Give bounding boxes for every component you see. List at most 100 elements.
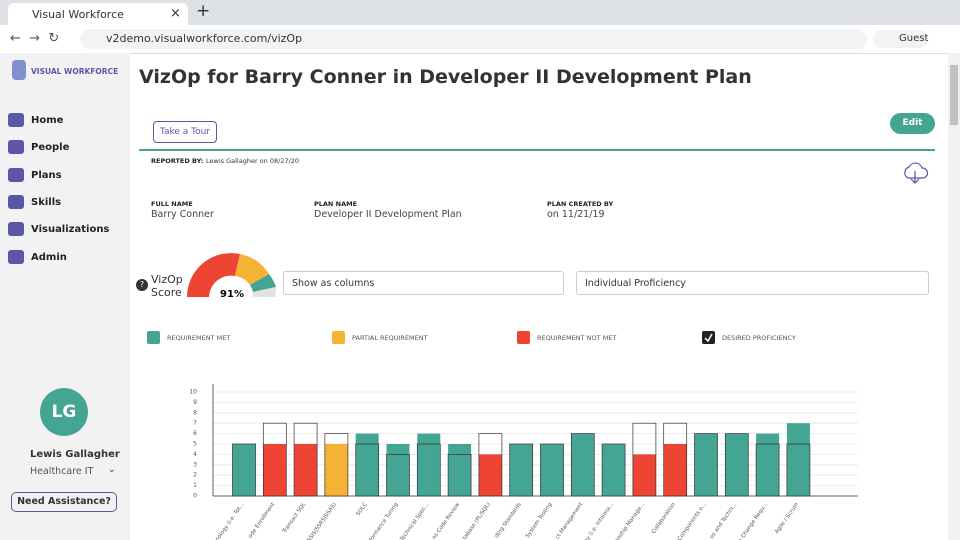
desired-outline (262, 422, 287, 497)
legend-swatch (702, 331, 715, 344)
y-tick-label: 8 (193, 409, 197, 416)
measure-value: Individual Proficiency (585, 278, 686, 289)
desired-outline (447, 454, 472, 497)
help-button[interactable]: Need Assistance? (11, 492, 117, 512)
bar (417, 433, 441, 496)
legend-swatch (517, 331, 530, 344)
nav-icon (8, 167, 24, 182)
y-tick-label: 2 (193, 472, 197, 479)
detail-label: PLAN NAME (314, 200, 358, 208)
legend-check (704, 333, 713, 343)
dept-caret[interactable]: ⌄ (108, 465, 116, 475)
x-tick-label: Technical Spec... (399, 502, 431, 540)
nav-item[interactable]: Visualizations (31, 224, 110, 236)
desired-outline (570, 433, 595, 497)
user-name: Lewis Gallagher (30, 449, 120, 460)
profile: Guest (899, 33, 929, 44)
desired-outline (601, 443, 626, 497)
tour-button[interactable]: Take a Tour (153, 121, 217, 143)
x-tick-label: Transact SQL (281, 501, 308, 535)
divider (139, 149, 935, 151)
bar (386, 444, 410, 496)
nav-icon (8, 140, 24, 155)
scroll-thumb[interactable] (950, 65, 958, 125)
gauge-arc (253, 287, 277, 297)
desired-outline (324, 433, 349, 497)
legend-swatch (332, 331, 345, 344)
desired-outline (632, 422, 657, 497)
reported-by: Lewis Gallagher on 08/27/20 (206, 157, 300, 165)
gauge-arc (250, 274, 276, 292)
bar (263, 444, 287, 496)
gauge: 91% (187, 253, 277, 300)
desired-outline (293, 422, 318, 497)
nav-item[interactable]: Skills (31, 196, 62, 208)
nav-item[interactable]: Home (31, 115, 64, 126)
profile-button[interactable]: Guest (873, 30, 928, 48)
desired-outline (232, 443, 256, 497)
bar (294, 444, 318, 496)
y-tick-label: 0 (193, 493, 197, 500)
bar (355, 433, 379, 496)
desired-outline (478, 433, 503, 497)
detail-value: Barry Conner (151, 209, 214, 220)
nav-item[interactable]: Admin (31, 251, 67, 263)
bar (756, 433, 780, 496)
x-tick-label: ode Enrollment (247, 501, 276, 539)
bar (509, 444, 533, 496)
logo: VISUAL WORKFORCE (31, 67, 119, 76)
desired-outline (355, 443, 380, 497)
legend-swatch (147, 331, 160, 344)
url: v2demo.visualworkforce.com/vizOp (106, 32, 303, 45)
desired-outline (540, 443, 564, 497)
nav-item[interactable]: Plans (31, 169, 62, 181)
desired-outline (663, 422, 688, 497)
nav-icon (8, 113, 24, 127)
nav-icon (8, 222, 24, 237)
edit-button[interactable]: Edit (890, 113, 935, 134)
view-select[interactable]: Show as columns (283, 271, 564, 295)
y-tick-label: 3 (193, 461, 197, 468)
help-text: Need Assistance? (17, 496, 111, 507)
tab-close[interactable]: × (170, 6, 181, 21)
bar (786, 423, 810, 496)
bar (571, 433, 595, 496)
y-tick-label: 7 (193, 420, 197, 427)
desired-outline (786, 443, 811, 497)
desired-outline (724, 433, 749, 497)
nav-buttons[interactable]: ← → ↻ (10, 31, 60, 46)
x-tick-label: SDLC (356, 502, 369, 518)
legend-label: DESIRED PROFICIENCY (722, 334, 796, 342)
department[interactable]: Healthcare IT (30, 466, 94, 477)
y-tick-label: 10 (189, 389, 197, 396)
nav-item[interactable]: People (31, 142, 70, 154)
x-tick-label: ct Management (555, 501, 585, 540)
logo-icon (12, 60, 26, 80)
x-tick-label: ns Code Review (431, 501, 461, 540)
x-tick-label: Agile / Scrum (774, 502, 800, 535)
x-tick-label: Collaboration (651, 501, 677, 535)
x-tick-label: ding Standards (494, 502, 523, 540)
x-tick-label: onship Manage... (614, 502, 646, 540)
measure-select[interactable]: Individual Proficiency (576, 271, 929, 295)
bar (602, 444, 626, 496)
url-field[interactable]: v2demo.visualworkforce.com/vizOp (80, 29, 867, 49)
x-tick-label: tabase (PL/SQL) (462, 502, 492, 540)
browser-tab[interactable]: Visual Workforce × (8, 3, 188, 25)
bar (324, 444, 348, 496)
legend-label: PARTIAL REQUIREMENT (352, 334, 428, 342)
view-value: Show as columns (292, 278, 375, 289)
detail-value: Developer II Development Plan (314, 209, 462, 220)
download-icon (904, 162, 929, 184)
score-label: Score (151, 286, 182, 299)
y-tick-label: 9 (193, 399, 197, 406)
bar (448, 444, 472, 496)
x-tick-label: System Testing (525, 502, 554, 540)
score-help[interactable]: ? (136, 279, 148, 291)
new-tab[interactable]: + (196, 1, 211, 21)
avatar[interactable]: LG (40, 388, 88, 436)
x-tick-label: e Change Requ... (737, 502, 769, 540)
y-tick-label: 1 (193, 482, 197, 489)
desired-outline (386, 454, 410, 497)
